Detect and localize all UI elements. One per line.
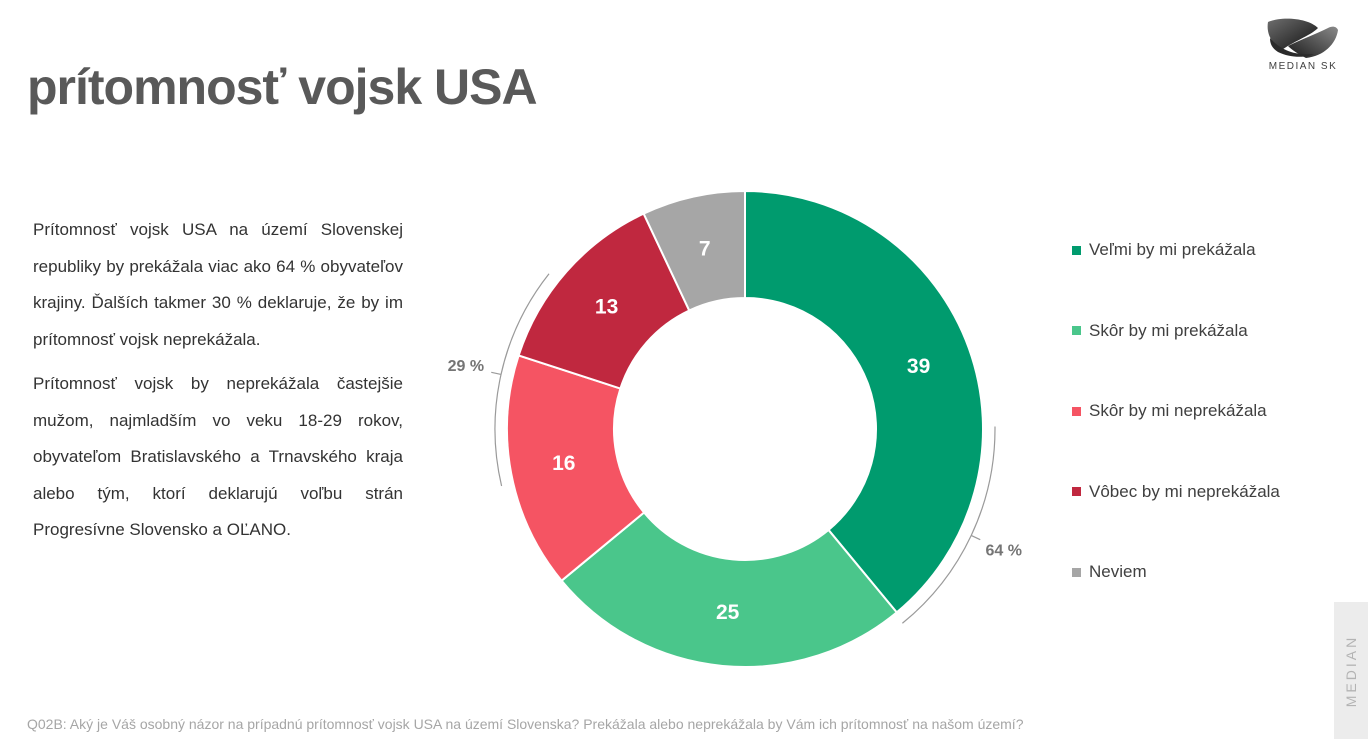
legend-swatch	[1072, 406, 1081, 416]
page-title: prítomnosť vojsk USA	[27, 59, 538, 115]
annotation-bracket	[491, 273, 550, 487]
legend-label: Skôr by mi neprekážala	[1089, 401, 1267, 420]
legend-label: Veľmi by mi prekážala	[1089, 240, 1256, 259]
question-footnote: Q02B: Aký je Váš osobný názor na prípadn…	[27, 716, 1024, 732]
donut-slice-2	[560, 511, 899, 668]
legend-label: Skôr by mi prekážala	[1089, 320, 1248, 340]
median-logo-icon	[1267, 18, 1338, 58]
donut-data-label-5: 7	[699, 237, 711, 260]
summary-text: Prítomnosť vojsk USA na území Slovenskej…	[33, 212, 403, 557]
legend-label: Vôbec by mi neprekážala	[1089, 481, 1280, 501]
donut-slice-3	[506, 354, 646, 583]
legend-item: Skôr by mi prekážala	[1072, 321, 1248, 341]
donut-data-label-1: 39	[907, 355, 930, 378]
legend-label: Neviem	[1089, 562, 1147, 581]
side-tab: MEDIAN	[1334, 602, 1368, 739]
donut-data-label-2: 25	[716, 601, 740, 624]
donut-data-label-3: 16	[552, 452, 575, 475]
annotation-label: 29 %	[448, 358, 484, 375]
summary-paragraph-2: Prítomnosť vojsk by neprekážala častejši…	[33, 374, 403, 539]
summary-paragraph-1: Prítomnosť vojsk USA na území Slovenskej…	[33, 220, 403, 349]
donut-data-label-4: 13	[595, 295, 618, 318]
group-annotation-2: 29 %	[448, 273, 550, 487]
legend-item: Skôr by mi neprekážala	[1072, 401, 1267, 421]
legend-swatch	[1072, 245, 1081, 255]
donut-slice-1	[744, 189, 984, 614]
annotation-bracket	[902, 426, 996, 624]
annotation-label: 64 %	[986, 542, 1022, 559]
donut-slice-5	[642, 189, 746, 312]
legend-swatch	[1072, 487, 1081, 496]
legend-item: Veľmi by mi prekážala	[1072, 240, 1256, 260]
legend-swatch	[1072, 326, 1081, 335]
logo-text: MEDIAN SK	[1268, 61, 1338, 72]
donut-chart: 39 25 16 13 7 64 % 29 %	[448, 189, 1022, 668]
group-annotation-1: 64 %	[902, 426, 1022, 624]
side-tab-label: MEDIAN	[1343, 634, 1359, 707]
legend-item: Vôbec by mi neprekážala	[1072, 482, 1280, 502]
legend-swatch	[1072, 567, 1081, 577]
legend-item: Neviem	[1072, 562, 1147, 582]
